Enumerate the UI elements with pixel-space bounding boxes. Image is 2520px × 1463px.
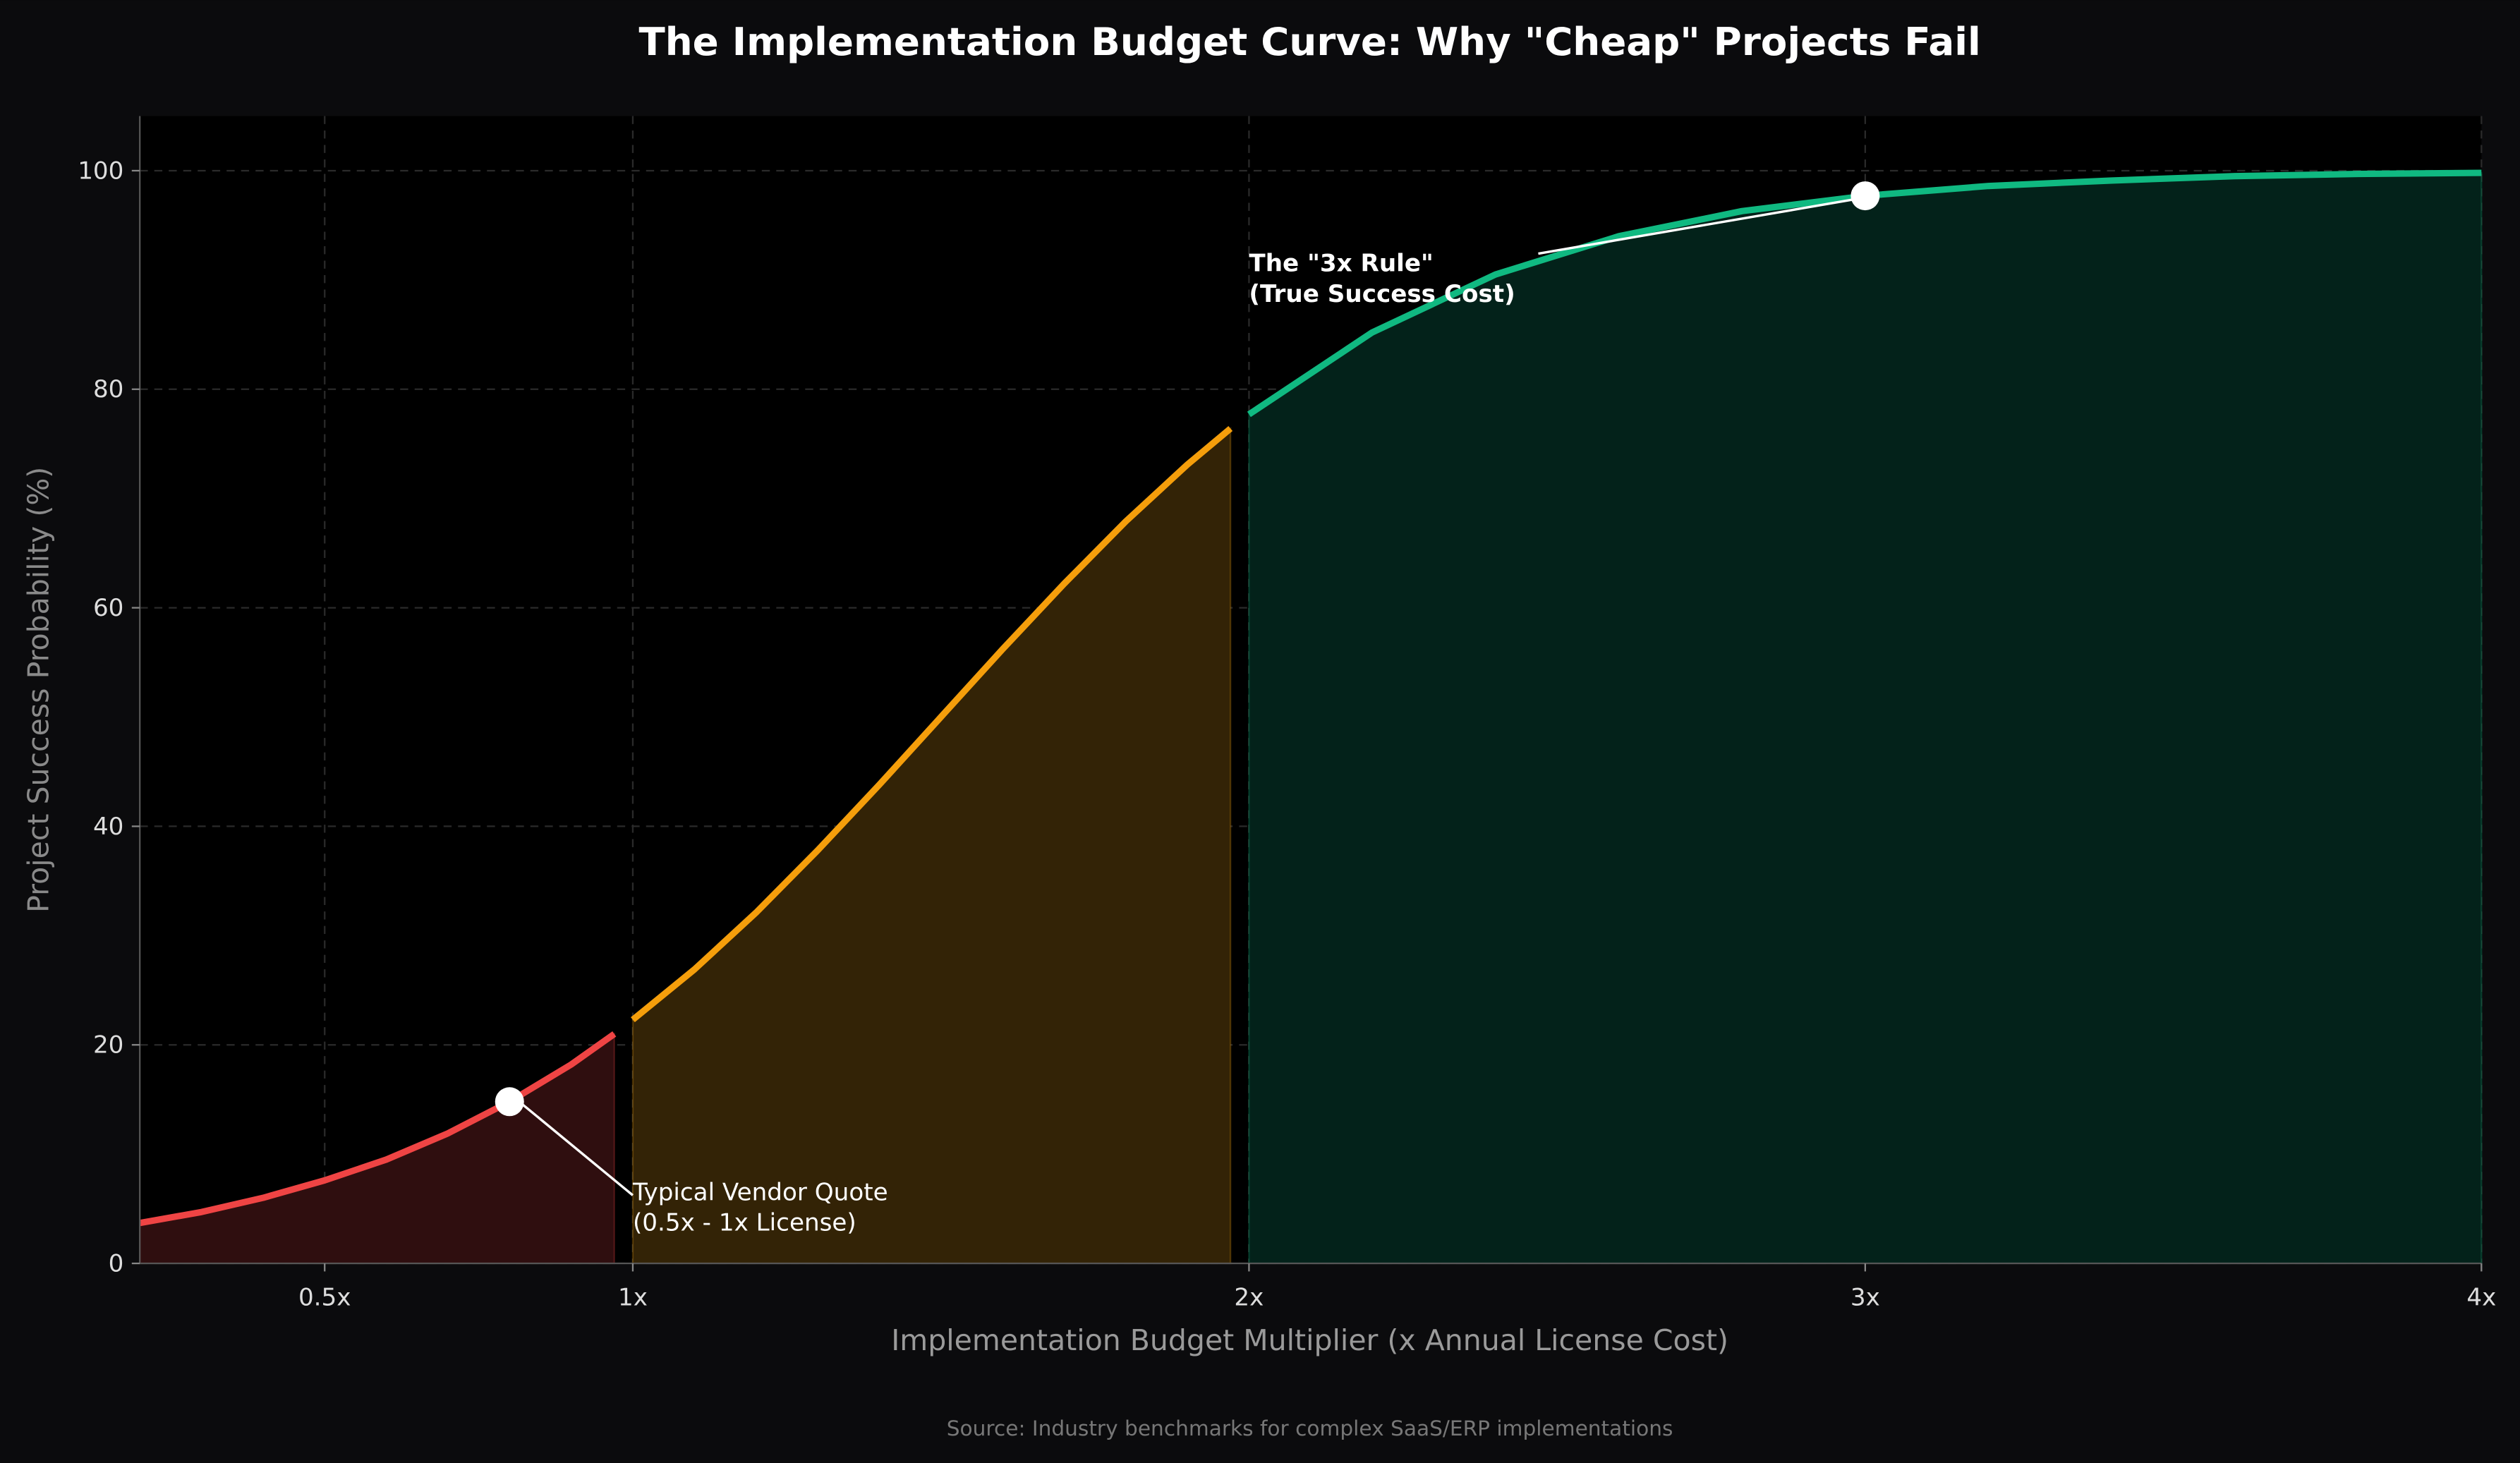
source-note: Source: Industry benchmarks for complex … <box>947 1416 1673 1440</box>
ticks: 0.5x 1x 2x 3x 4x 0 20 40 60 80 100 <box>78 157 2496 1311</box>
y-tick-label: 60 <box>93 594 123 622</box>
mid-budget-line <box>631 426 1233 1023</box>
x-tick-label: 2x <box>1234 1283 1264 1311</box>
y-tick-label: 0 <box>109 1249 124 1277</box>
annotation-text: (True Success Cost) <box>1249 280 1515 308</box>
high-budget-area <box>1248 171 2483 1265</box>
y-tick-label: 40 <box>93 813 123 841</box>
annotation-marker <box>1850 181 1880 211</box>
x-tick-label: 4x <box>2466 1283 2496 1311</box>
y-tick-label: 80 <box>93 375 123 403</box>
x-tick-label: 3x <box>1850 1283 1880 1311</box>
y-axis-label: Project Success Probability (%) <box>21 467 55 913</box>
annotation-marker <box>495 1087 524 1117</box>
annotation-arrow <box>518 1100 634 1196</box>
annotation-text: The "3x Rule" <box>1249 250 1433 278</box>
low-budget-line <box>139 1031 617 1227</box>
x-tick-label: 1x <box>618 1283 648 1311</box>
y-tick-label: 100 <box>78 157 123 185</box>
chart-title: The Implementation Budget Curve: Why "Ch… <box>638 19 1980 64</box>
y-tick-label: 20 <box>93 1031 123 1060</box>
annotation-text: (0.5x - 1x License) <box>633 1209 856 1237</box>
annotation-text: Typical Vendor Quote <box>632 1178 888 1206</box>
annotations: Typical Vendor Quote (0.5x - 1x License) T… <box>495 181 1880 1237</box>
x-tick-label: 0.5x <box>298 1283 351 1311</box>
x-axis-label: Implementation Budget Multiplier (x Annu… <box>891 1323 1728 1357</box>
annotation-arrow <box>1538 194 1875 255</box>
